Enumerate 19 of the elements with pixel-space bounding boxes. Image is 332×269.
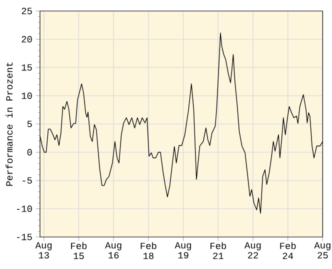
y-tick-label: -10: [16, 206, 32, 212]
x-tick-label: Aug 22: [244, 242, 261, 258]
x-tick-label: Aug 25: [314, 242, 330, 258]
y-axis-title: Performance in Prozent: [6, 62, 13, 186]
y-tick-label: -15: [16, 234, 32, 240]
x-tick-label: Feb 15: [71, 242, 87, 260]
y-tick-label: 10: [22, 92, 32, 99]
x-tick-label: Aug 16: [105, 242, 122, 258]
y-tick-label: 5: [27, 120, 32, 128]
y-tick-label: 15: [22, 64, 32, 71]
x-tick-label: Aug 19: [174, 242, 191, 258]
y-tick-label: -5: [22, 177, 32, 184]
x-tick-label: Feb 21: [210, 242, 226, 260]
x-tick-label: Aug 13: [35, 242, 52, 258]
y-tick-label: 0: [27, 149, 32, 156]
y-tick-label: 20: [22, 36, 32, 42]
x-tick-label: Feb 18: [140, 242, 156, 260]
y-tick-label: 25: [22, 8, 32, 14]
x-tick-label: Feb 24: [280, 242, 296, 260]
